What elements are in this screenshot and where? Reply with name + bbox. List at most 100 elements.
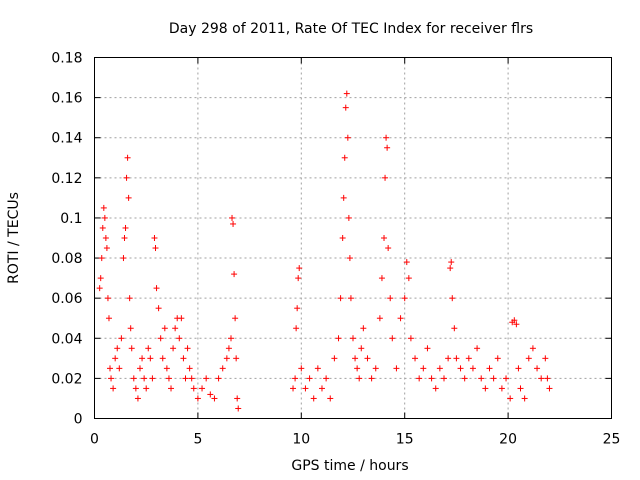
- data-point: [186, 365, 193, 372]
- data-point: [449, 295, 456, 302]
- data-point: [125, 194, 132, 201]
- data-point: [340, 194, 347, 201]
- data-point: [436, 365, 443, 372]
- data-point: [318, 385, 325, 392]
- data-point: [368, 375, 375, 382]
- data-point: [343, 90, 350, 97]
- data-point: [116, 365, 123, 372]
- data-point: [323, 375, 330, 382]
- data-point: [314, 365, 321, 372]
- data-point: [97, 275, 104, 282]
- data-point: [161, 325, 168, 332]
- data-point: [384, 144, 391, 151]
- data-point: [393, 365, 400, 372]
- data-point: [172, 325, 179, 332]
- data-point: [354, 365, 361, 372]
- data-point: [105, 315, 112, 322]
- data-point: [127, 325, 134, 332]
- data-point: [345, 214, 352, 221]
- data-point: [372, 365, 379, 372]
- data-point: [211, 395, 218, 402]
- data-point: [350, 335, 356, 342]
- data-point: [486, 365, 493, 372]
- data-point: [378, 275, 385, 282]
- data-point: [293, 325, 300, 332]
- chart-title: Day 298 of 2011, Rate Of TEC Index for r…: [169, 21, 533, 37]
- data-point: [102, 235, 109, 241]
- data-point: [107, 365, 114, 372]
- x-tick-label: 20: [499, 432, 517, 448]
- data-point: [428, 375, 435, 382]
- data-point: [478, 375, 485, 382]
- data-point: [104, 295, 111, 302]
- data-point: [147, 355, 154, 362]
- data-point: [112, 355, 119, 362]
- data-point: [381, 235, 388, 241]
- data-point: [128, 345, 135, 352]
- y-tick-label: 0.06: [51, 291, 82, 307]
- data-point: [513, 321, 520, 328]
- data-point: [352, 355, 359, 362]
- data-point: [346, 255, 353, 262]
- data-point: [331, 355, 338, 362]
- data-point: [490, 375, 497, 382]
- data-point: [544, 375, 551, 382]
- data-point: [337, 295, 344, 302]
- data-point: [118, 335, 125, 342]
- x-axis-label: GPS time / hours: [291, 458, 408, 474]
- data-point: [290, 385, 297, 392]
- data-point: [190, 385, 197, 392]
- data-point: [445, 355, 452, 362]
- data-point: [141, 375, 148, 382]
- data-point: [149, 375, 156, 382]
- data-point: [215, 375, 222, 382]
- data-point: [157, 335, 164, 342]
- data-point: [132, 385, 139, 392]
- data-point: [420, 365, 427, 372]
- data-point: [327, 395, 334, 402]
- data-point: [529, 345, 536, 352]
- data-point: [465, 355, 472, 362]
- x-tick-labels: 0 5 10 15 20 25: [90, 432, 620, 448]
- data-point: [235, 405, 242, 412]
- data-point: [145, 345, 152, 352]
- data-point: [234, 395, 241, 402]
- data-point: [219, 365, 226, 372]
- data-point: [159, 355, 166, 362]
- data-point: [534, 365, 541, 372]
- data-point: [188, 375, 195, 382]
- data-point: [364, 355, 371, 362]
- data-point: [230, 220, 237, 227]
- data-point: [296, 265, 303, 272]
- data-point: [126, 295, 133, 302]
- data-point: [153, 285, 160, 292]
- data-point: [389, 335, 396, 342]
- data-point: [99, 224, 106, 231]
- y-tick-label: 0.12: [51, 171, 82, 187]
- axis-ticks: [94, 57, 612, 419]
- x-tick-label: 10: [292, 432, 310, 448]
- data-point: [123, 174, 130, 181]
- data-point: [121, 235, 128, 241]
- data-point: [521, 395, 528, 402]
- data-point: [231, 271, 238, 278]
- y-tick-label: 0: [74, 412, 83, 428]
- data-point: [184, 345, 191, 352]
- data-point: [110, 385, 117, 392]
- data-point: [339, 235, 346, 241]
- data-point: [180, 355, 187, 362]
- data-point: [103, 245, 110, 252]
- data-point: [120, 255, 127, 262]
- data-point: [295, 275, 302, 282]
- data-point: [507, 395, 514, 402]
- data-point: [515, 365, 522, 372]
- data-point: [294, 305, 301, 312]
- data-point: [387, 295, 394, 302]
- data-point: [178, 315, 185, 322]
- data-point: [100, 204, 107, 211]
- data-point: [403, 259, 410, 266]
- data-point: [461, 375, 468, 382]
- plot-frame: [94, 57, 612, 419]
- data-point: [155, 305, 162, 312]
